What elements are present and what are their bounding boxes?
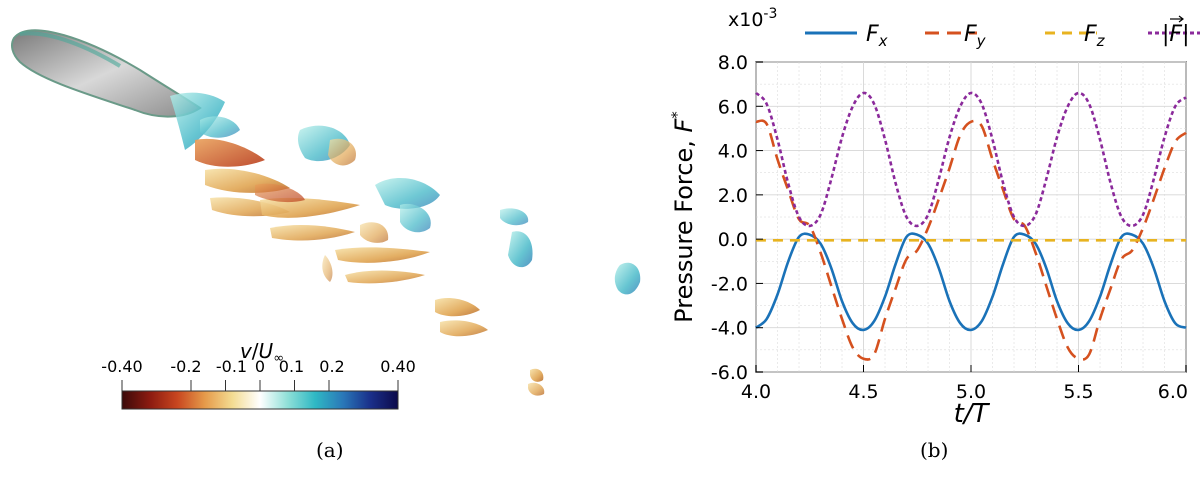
panel-a: v/U∞ -0.40 -0.2 -0.1 0 0.1 0.2 0.40 (a) bbox=[11, 29, 641, 462]
x-tick-label: 4.5 bbox=[848, 381, 878, 403]
legend: Fx Fy Fz |F| bbox=[805, 15, 1200, 50]
colorbar-tick-label: -0.1 bbox=[216, 357, 247, 376]
series-line-f bbox=[755, 91, 1187, 228]
legend-label: Fy bbox=[964, 22, 987, 50]
x-axis-label: t/T bbox=[954, 399, 991, 429]
colorbar: v/U∞ -0.40 -0.2 -0.1 0 0.1 0.2 0.40 bbox=[101, 339, 416, 410]
caption-a: (a) bbox=[316, 438, 344, 462]
panel-b: 8.0 6.0 4.0 2.0 0.0 -2.0 -4.0 -6.0 4.0 4.5 5.0 5.5… bbox=[660, 0, 1200, 490]
y-tick-label: 6.0 bbox=[718, 96, 748, 118]
colorbar-tick-label: 0.1 bbox=[279, 357, 304, 376]
x-tick-labels: 4.0 4.5 5.0 5.5 6.0 bbox=[741, 365, 1188, 403]
legend-label: |F| bbox=[1162, 22, 1190, 47]
legend-label: Fx bbox=[866, 22, 888, 50]
y-tick-label: -2.0 bbox=[711, 273, 748, 295]
pressure-force-chart: 8.0 6.0 4.0 2.0 0.0 -2.0 -4.0 -6.0 4.0 4.5 5.0 5.5… bbox=[668, 6, 1200, 429]
x-tick-label: 5.0 bbox=[956, 381, 986, 403]
colorbar-label: v/U∞ bbox=[240, 339, 284, 366]
colorbar-tick-label: -0.40 bbox=[101, 357, 142, 376]
y-tick-label: 8.0 bbox=[718, 52, 748, 74]
y-tick-label: -6.0 bbox=[711, 362, 748, 384]
vortex-structures bbox=[195, 116, 641, 396]
y-tick-label: -4.0 bbox=[711, 318, 748, 340]
series-line-fy bbox=[755, 119, 1187, 361]
colorbar-tick-label: 0.2 bbox=[319, 357, 344, 376]
y-multiplier: x10-3 bbox=[728, 6, 777, 31]
vortex-visualization: v/U∞ -0.40 -0.2 -0.1 0 0.1 0.2 0.40 bbox=[11, 29, 641, 410]
colorbar-tick-label: -0.2 bbox=[170, 357, 201, 376]
fish-wake-texture bbox=[19, 31, 122, 68]
x-tick-label: 6.0 bbox=[1158, 381, 1188, 403]
colorbar-gradient bbox=[121, 390, 399, 410]
legend-label: Fz bbox=[1084, 22, 1106, 50]
y-tick-label: 4.0 bbox=[718, 141, 748, 163]
series-line-fx bbox=[755, 232, 1187, 332]
colorbar-tick-label: 0 bbox=[255, 357, 265, 376]
fish-tail bbox=[170, 92, 225, 150]
y-tick-label: 2.0 bbox=[718, 185, 748, 207]
y-tick-labels: 8.0 6.0 4.0 2.0 0.0 -2.0 -4.0 -6.0 bbox=[711, 52, 763, 384]
vector-arrow-head-icon bbox=[1178, 15, 1184, 23]
colorbar-tick-label: 0.40 bbox=[380, 357, 416, 376]
series-lines bbox=[755, 91, 1187, 361]
y-axis-label: Pressure Force, F* bbox=[668, 111, 698, 323]
x-tick-label: 5.5 bbox=[1063, 381, 1093, 403]
x-tick-label: 4.0 bbox=[741, 381, 771, 403]
y-tick-label: 0.0 bbox=[718, 229, 748, 251]
colorbar-tick-labels: -0.40 -0.2 -0.1 0 0.1 0.2 0.40 bbox=[101, 357, 416, 391]
fish-body bbox=[11, 29, 202, 118]
caption-b: (b) bbox=[920, 438, 949, 462]
